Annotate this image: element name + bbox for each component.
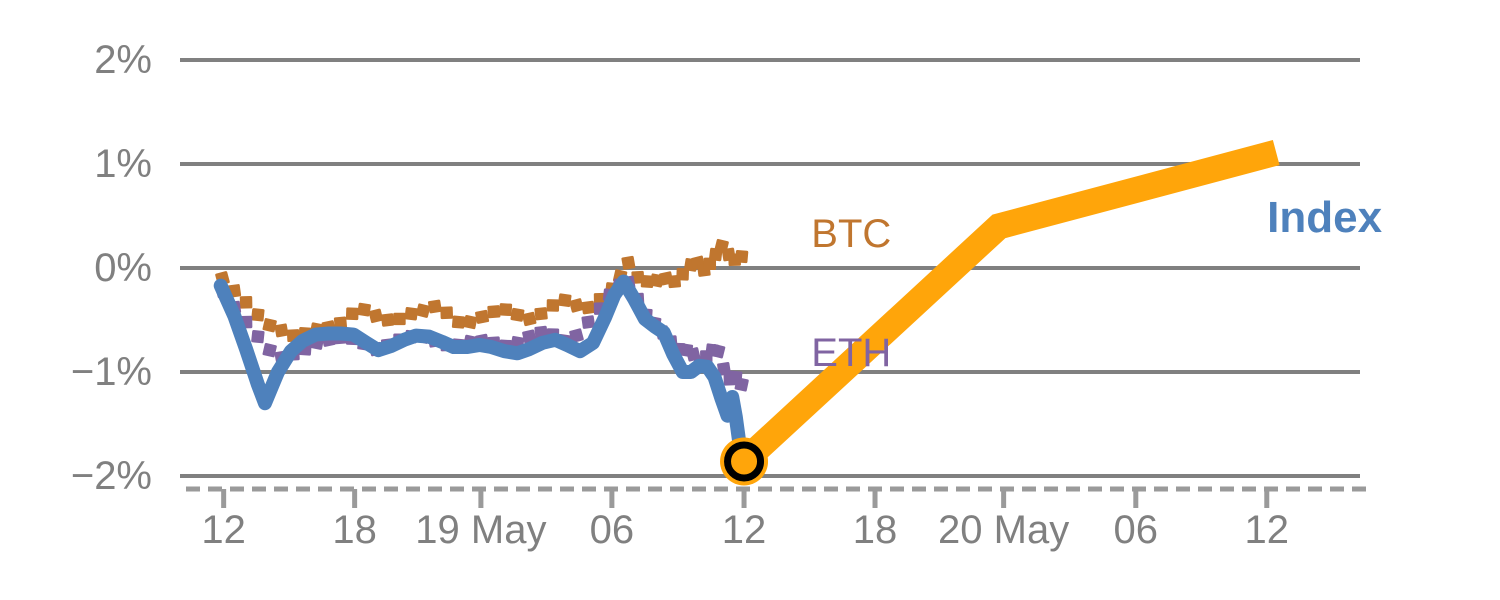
btc-data-marker bbox=[239, 296, 253, 309]
x-axis-tick-label: 06 bbox=[1113, 508, 1159, 552]
series-label-index: Index bbox=[1267, 193, 1383, 243]
x-axis-tick-label: 06 bbox=[589, 508, 635, 552]
y-axis-tick-label: −2% bbox=[70, 454, 152, 498]
btc-data-marker bbox=[557, 293, 572, 308]
y-axis-tick-label: 0% bbox=[94, 246, 152, 290]
btc-data-marker bbox=[251, 308, 265, 322]
btc-data-marker bbox=[333, 316, 348, 330]
btc-data-marker bbox=[487, 305, 501, 319]
btc-data-marker bbox=[427, 299, 442, 314]
btc-data-marker bbox=[274, 323, 289, 338]
eth-data-marker bbox=[581, 315, 596, 329]
x-axis-tick-label: 18 bbox=[332, 508, 377, 552]
x-axis-tick-label: 19 May bbox=[415, 508, 547, 552]
forecast-start-marker[interactable] bbox=[720, 437, 769, 486]
btc-data-marker bbox=[451, 315, 466, 329]
btc-data-marker bbox=[357, 302, 371, 317]
btc-data-marker bbox=[510, 307, 525, 322]
btc-data-marker bbox=[415, 303, 431, 318]
series-label-btc: BTC bbox=[811, 211, 892, 256]
series-index-line bbox=[213, 274, 752, 469]
btc-data-marker bbox=[475, 309, 490, 324]
btc-data-marker bbox=[569, 298, 584, 313]
btc-data-marker bbox=[440, 306, 454, 320]
btc-data-marker bbox=[380, 313, 395, 327]
x-axis-tick-marks bbox=[221, 489, 1270, 508]
series-label-eth: ETH bbox=[811, 331, 892, 376]
index-line-path bbox=[213, 274, 752, 469]
btc-data-marker bbox=[581, 300, 596, 315]
eth-data-marker bbox=[251, 329, 265, 344]
btc-data-marker bbox=[368, 308, 384, 324]
eth-data-marker bbox=[717, 361, 731, 376]
btc-data-marker bbox=[262, 318, 277, 333]
forecast-line-path bbox=[735, 139, 1280, 471]
eth-data-marker bbox=[710, 343, 726, 359]
series-index-forecast-line bbox=[735, 139, 1280, 471]
btc-data-marker bbox=[621, 255, 636, 270]
series-btc-dotted bbox=[215, 238, 749, 343]
y-axis-tick-label: 1% bbox=[94, 142, 152, 186]
btc-data-marker bbox=[393, 312, 406, 326]
btc-data-marker bbox=[676, 267, 690, 281]
eth-data-marker bbox=[262, 343, 277, 358]
x-axis-tick-label: 18 bbox=[852, 508, 898, 552]
eth-data-marker bbox=[734, 377, 749, 392]
x-axis-tick-label: 20 May bbox=[938, 508, 1070, 552]
btc-data-marker bbox=[404, 307, 419, 321]
btc-data-marker bbox=[735, 249, 749, 264]
y-axis-tick-label: 2% bbox=[94, 38, 152, 82]
eth-data-marker bbox=[569, 328, 584, 343]
x-axis-tick-label: 12 bbox=[1244, 508, 1290, 552]
btc-data-marker bbox=[463, 314, 478, 330]
btc-data-marker bbox=[534, 307, 548, 321]
btc-data-marker bbox=[345, 307, 359, 321]
y-axis-tick-label: −1% bbox=[70, 350, 152, 394]
marker-ring-icon[interactable] bbox=[724, 441, 765, 482]
btc-data-marker bbox=[499, 303, 513, 317]
btc-data-marker bbox=[522, 311, 537, 327]
btc-data-marker bbox=[703, 257, 717, 271]
btc-data-marker bbox=[546, 299, 560, 312]
btc-data-marker bbox=[631, 270, 645, 284]
x-axis-tick-label: 12 bbox=[721, 508, 767, 552]
gridlines-group bbox=[180, 58, 1360, 478]
x-axis-tick-label: 12 bbox=[201, 508, 246, 552]
